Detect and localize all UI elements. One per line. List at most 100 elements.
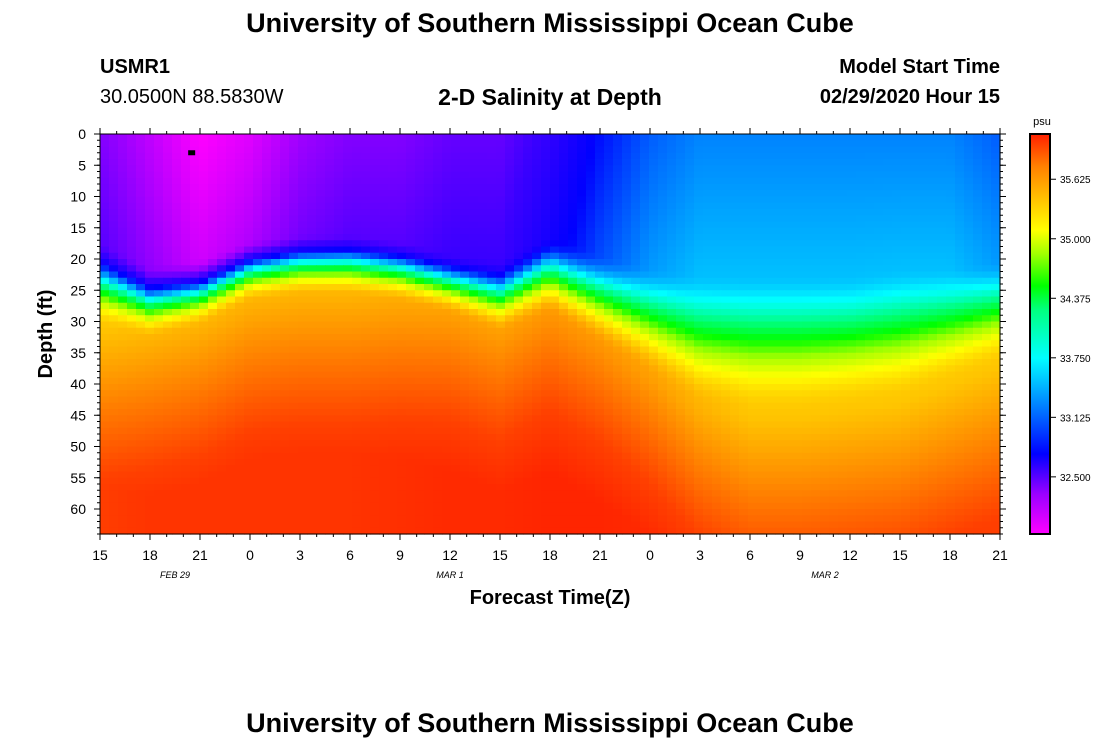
heatmap-cell	[172, 352, 182, 360]
heatmap-cell	[892, 396, 902, 404]
heatmap-cell	[820, 321, 830, 329]
heatmap-cell	[928, 234, 938, 241]
heatmap-cell	[874, 309, 884, 316]
heatmap-cell	[343, 134, 353, 141]
heatmap-cell	[469, 434, 479, 441]
heatmap-cell	[883, 321, 893, 329]
heatmap-cell	[982, 396, 992, 404]
heatmap-cell	[235, 209, 245, 216]
heatmap-cell	[199, 152, 209, 160]
heatmap-cell	[973, 365, 983, 373]
heatmap-cell	[676, 371, 686, 379]
heatmap-cell	[118, 296, 128, 304]
heatmap-cell	[991, 165, 1001, 173]
heatmap-cell	[496, 196, 506, 204]
heatmap-cell	[163, 302, 173, 310]
heatmap-cell	[415, 171, 425, 179]
heatmap-cell	[190, 340, 200, 348]
heatmap-cell	[100, 177, 110, 185]
heatmap-cell	[496, 190, 506, 198]
heatmap-cell	[406, 334, 416, 341]
heatmap-cell	[199, 377, 209, 385]
heatmap-cell	[865, 277, 875, 285]
heatmap-cell	[550, 202, 560, 210]
heatmap-cell	[505, 190, 515, 198]
heatmap-cell	[244, 321, 254, 329]
heatmap-cell	[694, 246, 704, 254]
heatmap-cell	[397, 134, 407, 141]
heatmap-cell	[586, 209, 596, 216]
heatmap-cell	[379, 434, 389, 441]
heatmap-cell	[415, 352, 425, 360]
heatmap-cell	[937, 371, 947, 379]
heatmap-cell	[748, 409, 758, 416]
heatmap-cell	[496, 396, 506, 404]
heatmap-cell	[730, 284, 740, 291]
heatmap-cell	[586, 240, 596, 248]
heatmap-cell	[919, 390, 929, 398]
heatmap-cell	[694, 159, 704, 166]
heatmap-cell	[595, 171, 605, 179]
heatmap-cell	[784, 202, 794, 210]
heatmap-cell	[343, 396, 353, 404]
heatmap-cell	[667, 346, 677, 354]
heatmap-cell	[721, 146, 731, 154]
heatmap-cell	[424, 234, 434, 241]
heatmap-cell	[532, 221, 542, 229]
heatmap-cell	[460, 327, 470, 335]
heatmap-cell	[541, 384, 551, 391]
heatmap-cell	[451, 371, 461, 379]
heatmap-cell	[865, 252, 875, 260]
heatmap-cell	[100, 402, 110, 410]
heatmap-cell	[370, 440, 380, 448]
heatmap-cell	[838, 340, 848, 348]
heatmap-cell	[280, 240, 290, 248]
heatmap-cell	[469, 165, 479, 173]
heatmap-cell	[802, 315, 812, 323]
heatmap-cell	[496, 240, 506, 248]
heatmap-cell	[883, 227, 893, 235]
heatmap-cell	[199, 171, 209, 179]
heatmap-cell	[379, 196, 389, 204]
heatmap-cell	[514, 302, 524, 310]
heatmap-cell	[883, 159, 893, 166]
heatmap-cell	[649, 284, 659, 291]
heatmap-cell	[181, 296, 191, 304]
heatmap-cell	[235, 171, 245, 179]
heatmap-cell	[235, 165, 245, 173]
heatmap-cell	[397, 415, 407, 423]
heatmap-cell	[334, 421, 344, 429]
heatmap-cell	[595, 140, 605, 148]
heatmap-cell	[136, 184, 146, 191]
heatmap-cell	[298, 265, 308, 273]
heatmap-cell	[208, 215, 218, 223]
heatmap-cell	[379, 440, 389, 448]
heatmap-cell	[451, 421, 461, 429]
heatmap-cell	[928, 409, 938, 416]
heatmap-cell	[991, 359, 1001, 366]
heatmap-cell	[415, 327, 425, 335]
heatmap-cell	[469, 190, 479, 198]
heatmap-cell	[334, 371, 344, 379]
heatmap-cell	[460, 402, 470, 410]
heatmap-cell	[577, 440, 587, 448]
heatmap-cell	[658, 402, 668, 410]
heatmap-cell	[703, 277, 713, 285]
heatmap-cell	[775, 340, 785, 348]
heatmap-cell	[973, 240, 983, 248]
heatmap-cell	[469, 134, 479, 141]
heatmap-cell	[532, 284, 542, 291]
heatmap-cell	[451, 321, 461, 329]
heatmap-cell	[406, 165, 416, 173]
heatmap-cell	[667, 384, 677, 391]
heatmap-cell	[919, 140, 929, 148]
heatmap-cell	[172, 440, 182, 448]
heatmap-cell	[874, 240, 884, 248]
heatmap-cell	[298, 140, 308, 148]
heatmap-cell	[946, 434, 956, 441]
heatmap-cell	[991, 146, 1001, 154]
heatmap-cell	[307, 265, 317, 273]
heatmap-cell	[199, 421, 209, 429]
heatmap-cell	[775, 409, 785, 416]
heatmap-cell	[748, 159, 758, 166]
